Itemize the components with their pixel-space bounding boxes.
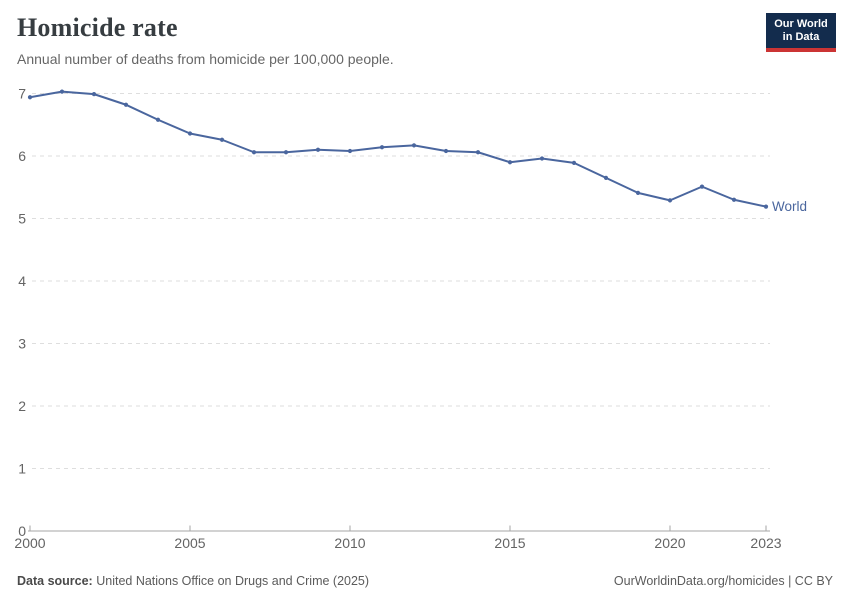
data-source-value: United Nations Office on Drugs and Crime… <box>96 574 370 588</box>
data-point <box>379 145 385 150</box>
y-tick-label: 1 <box>18 461 26 477</box>
x-tick-label: 2023 <box>750 535 781 551</box>
data-point <box>635 190 641 195</box>
data-point <box>763 204 769 209</box>
owid-logo-text-line2: in Data <box>782 31 820 43</box>
x-tick-label: 2015 <box>494 535 525 551</box>
y-tick-label: 5 <box>18 211 26 227</box>
chart-header: Homicide rate Annual number of deaths fr… <box>17 12 737 68</box>
data-point <box>251 150 257 155</box>
data-point <box>155 117 161 122</box>
data-point <box>539 156 545 161</box>
owid-license-link: OurWorldinData.org/homicides | CC BY <box>613 574 833 588</box>
y-tick-label: 7 <box>18 86 26 102</box>
chart-footer: Data source: United Nations Office on Dr… <box>17 574 833 588</box>
x-tick-label: 2020 <box>654 535 685 551</box>
data-point <box>59 89 65 94</box>
data-point <box>27 95 33 100</box>
data-point <box>603 175 609 180</box>
data-point <box>123 102 129 107</box>
y-tick-label: 2 <box>18 398 26 414</box>
data-point <box>731 197 737 202</box>
x-tick-label: 2005 <box>174 535 205 551</box>
data-point <box>667 198 673 203</box>
data-point <box>347 148 353 154</box>
data-point <box>475 150 481 155</box>
data-point <box>699 184 705 189</box>
owid-logo-text-line1: Our World <box>774 18 828 30</box>
owid-logo: Our World in Data <box>766 13 836 52</box>
y-tick-label: 6 <box>18 148 26 164</box>
y-tick-label: 0 <box>18 523 26 539</box>
plot-area: 0 1 2 3 4 5 6 7 2000 2005 2010 2015 2020 2023 World <box>0 80 850 560</box>
chart-subtitle: Annual number of deaths from homicide pe… <box>17 51 394 68</box>
chart-svg: 0 1 2 3 4 5 6 7 2000 2005 2010 2015 2020 2023 World <box>14 86 807 552</box>
data-point <box>443 148 449 154</box>
y-tick-label: 4 <box>18 273 26 289</box>
data-point <box>91 92 97 97</box>
x-tick-label: 2000 <box>14 535 45 551</box>
data-point <box>571 160 577 165</box>
data-point <box>507 160 513 165</box>
data-point <box>187 131 193 136</box>
y-tick-label: 3 <box>18 336 26 352</box>
data-point <box>315 147 321 152</box>
data-point <box>283 150 289 155</box>
data-source-label: Data source: <box>17 574 93 588</box>
data-point <box>219 137 225 142</box>
data-point <box>411 143 417 148</box>
series-entity-label: World <box>772 199 807 214</box>
x-tick-label: 2010 <box>334 535 365 551</box>
page-title: Homicide rate <box>17 13 178 42</box>
data-source-note: Data source: United Nations Office on Dr… <box>17 574 369 588</box>
series-line <box>29 90 767 208</box>
